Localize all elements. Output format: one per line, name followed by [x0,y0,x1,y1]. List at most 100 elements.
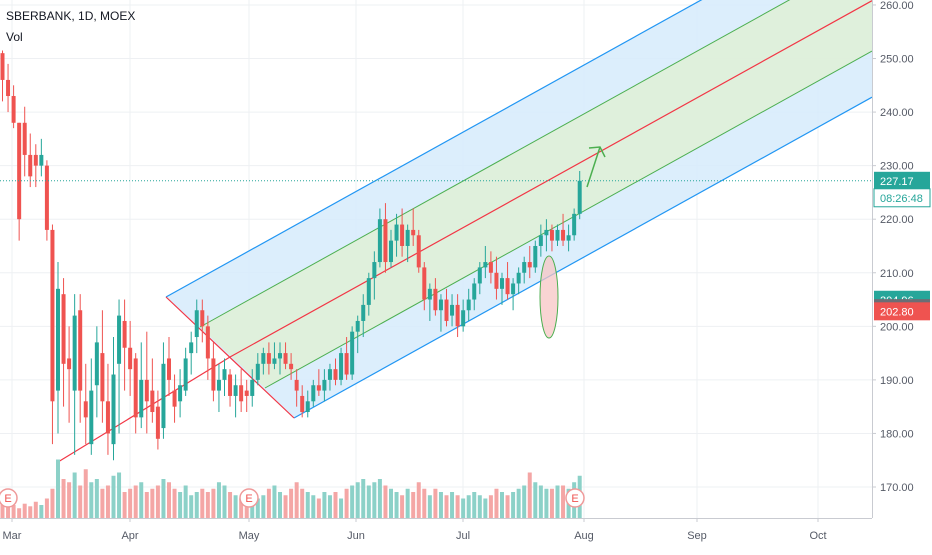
volume-bar [355,482,360,518]
volume-bar [316,498,321,518]
candle-body [205,326,210,359]
trend-arrow [586,146,601,188]
volume-bar [450,492,455,518]
candle-body [305,401,310,413]
volume-bar [111,475,116,518]
candle-body [355,320,360,332]
volume-bar [522,485,527,518]
volume-bar [150,488,155,518]
volume-bar [500,492,504,518]
candle-body [538,235,543,246]
earnings-marker-may[interactable] [239,488,259,508]
candle-body [139,379,144,418]
volume-bar [533,482,538,518]
candle-body [400,224,405,246]
candle-body [200,310,205,327]
candle-body [361,304,366,321]
candle-body [83,401,88,418]
candle-body [555,229,560,241]
candle-body [228,374,233,396]
candle-body [111,374,116,445]
volume-bar [83,469,88,518]
candle-body [189,342,194,354]
candle-body [366,278,371,305]
candle-body [405,229,410,246]
volume-bar [200,488,205,518]
candle-body [100,353,105,402]
volume-bar [172,488,177,518]
candle-body [239,385,244,402]
volume-bar [205,492,210,518]
candle-body [472,283,477,300]
price-label-bg [873,188,931,208]
candle-body [311,385,316,402]
candle-body [350,331,355,375]
candle-body [161,363,166,429]
volume-bar [39,505,44,518]
volume-bar [61,479,66,518]
volume-bar [56,459,60,518]
volume-bar [294,482,299,518]
candle-body [527,262,532,268]
volume-bar [511,492,516,518]
candle-body [61,294,66,364]
volume-bar [544,488,549,518]
candle-body [283,353,288,364]
volume-bar [311,495,316,518]
volume-bar [133,485,138,518]
candle-body [33,154,38,166]
volume-bar [216,482,221,518]
candle-body [261,353,266,364]
volume-bar [494,488,499,518]
volume-bar [211,488,216,518]
volume-bar [422,488,427,518]
volume-bar [6,501,11,518]
candle-body [211,358,216,391]
time-axis-label: Aug [574,530,594,542]
volume-bar [344,488,349,518]
candle-body [450,304,455,316]
candle-body [133,358,138,418]
earnings-marker-jul[interactable] [565,488,585,508]
volume-bar [89,482,94,518]
price-label-text: 227.17 [880,176,914,188]
trend-arrow-head [588,146,606,158]
time-axis-label: Mar [3,530,22,542]
candle-body [344,353,349,375]
candle-body [533,245,538,268]
candle-body [233,385,238,396]
volume-bar [366,485,371,518]
volume-bar [438,492,443,518]
volume-bar [22,503,27,518]
candle-body [11,96,16,123]
candle-body [411,229,416,236]
candle-body [289,363,294,370]
candle-body [294,379,299,391]
symbol-title[interactable]: SBERBANK, 1D, MOEX [6,9,136,23]
volume-bar [444,495,449,518]
volume-bar [28,506,33,518]
volume-bar [239,498,244,518]
earnings-marker-mar[interactable] [0,488,18,508]
volume-bar [33,501,38,518]
candle-body [372,262,377,279]
volume-bar [144,492,149,518]
price-label: 08:26:48 [873,188,931,208]
candle-body [178,385,183,402]
candle-body [389,240,393,263]
volume-bar [44,498,49,518]
candle-body [394,224,399,241]
candle-body [22,122,27,155]
volume-bar [272,485,277,518]
price-label-text: 08:26:48 [880,193,923,205]
volume-bar [155,485,160,518]
volume-bar [117,472,122,518]
candle-body [339,353,344,380]
candle-body [455,304,460,327]
candle-body [577,180,582,214]
volume-bar [289,488,294,518]
time-axis-label: Jul [456,530,470,542]
volume-bar [538,485,543,518]
